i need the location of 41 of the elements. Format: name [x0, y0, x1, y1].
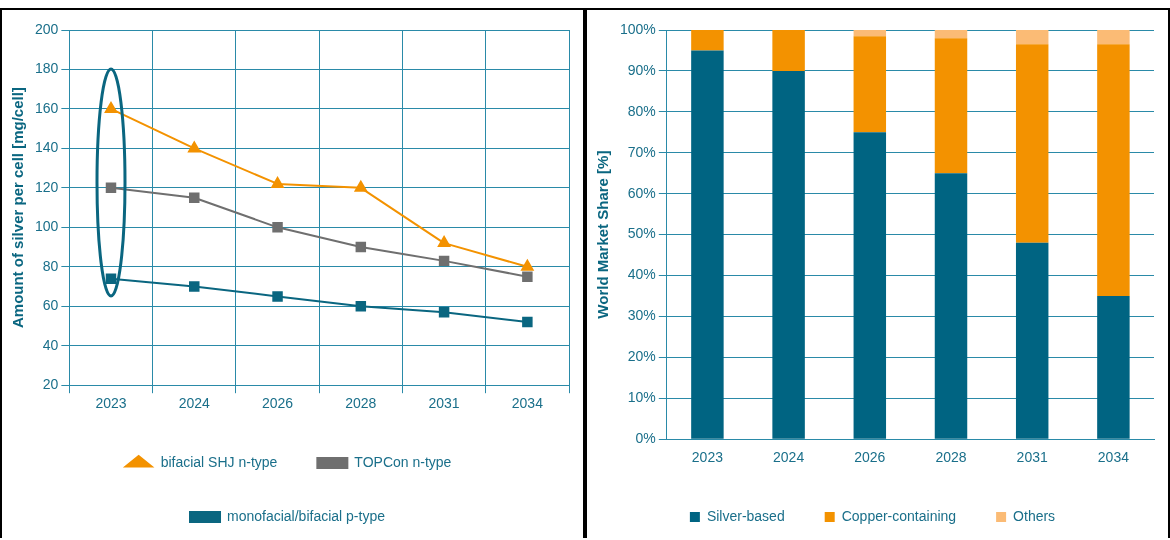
- y-tick-label: 40: [42, 336, 59, 353]
- x-tick-label: 2034: [511, 395, 544, 412]
- legend-label: Copper-containing: [841, 507, 957, 524]
- legend-label: Silver-based: [706, 507, 785, 524]
- x-tick-label: 2028: [345, 395, 377, 412]
- x-tick-label: 2026: [854, 449, 886, 466]
- y-tick-label: 140: [35, 139, 59, 156]
- y-tick-label: 120: [35, 178, 59, 195]
- y-tick-label: 100: [35, 218, 59, 235]
- x-tick-label: 2024: [178, 395, 211, 412]
- y-tick-label: 60%: [627, 184, 656, 201]
- legend-label: bifacial SHJ n-type: [160, 453, 278, 470]
- y-tick-label: 80%: [627, 102, 656, 119]
- legend-label: Others: [1013, 507, 1056, 524]
- x-tick-label: 2023: [95, 395, 127, 412]
- x-tick-label: 2026: [261, 395, 294, 412]
- x-tick-label: 2028: [935, 449, 967, 466]
- y-axis-title: Amount of silver per cell [mg/cell]: [9, 87, 27, 329]
- x-tick-label: 2031: [428, 395, 460, 412]
- y-axis-title: World Market Share [%]: [594, 150, 612, 319]
- y-tick-label: 100%: [619, 20, 656, 37]
- y-tick-label: 200: [35, 20, 59, 37]
- y-tick-label: 40%: [627, 266, 656, 283]
- y-tick-label: 20%: [627, 348, 656, 365]
- y-tick-label: 160: [35, 99, 59, 116]
- y-tick-label: 60: [42, 297, 59, 314]
- y-tick-label: 180: [35, 60, 59, 77]
- x-tick-label: 2031: [1016, 449, 1048, 466]
- y-tick-label: 20: [42, 376, 59, 393]
- x-tick-label: 2034: [1097, 449, 1130, 466]
- y-tick-label: 10%: [627, 389, 656, 406]
- x-tick-label: 2023: [691, 449, 724, 466]
- y-tick-label: 80: [42, 257, 59, 274]
- legend-label: TOPCon n-type: [354, 453, 452, 470]
- y-tick-label: 50%: [627, 225, 656, 242]
- legend-label: monofacial/bifacial p-type: [227, 507, 386, 524]
- y-tick-label: 90%: [627, 61, 656, 78]
- x-tick-label: 2024: [773, 449, 805, 466]
- y-tick-label: 0%: [635, 430, 656, 447]
- y-tick-label: 30%: [627, 307, 656, 324]
- y-tick-label: 70%: [627, 143, 656, 160]
